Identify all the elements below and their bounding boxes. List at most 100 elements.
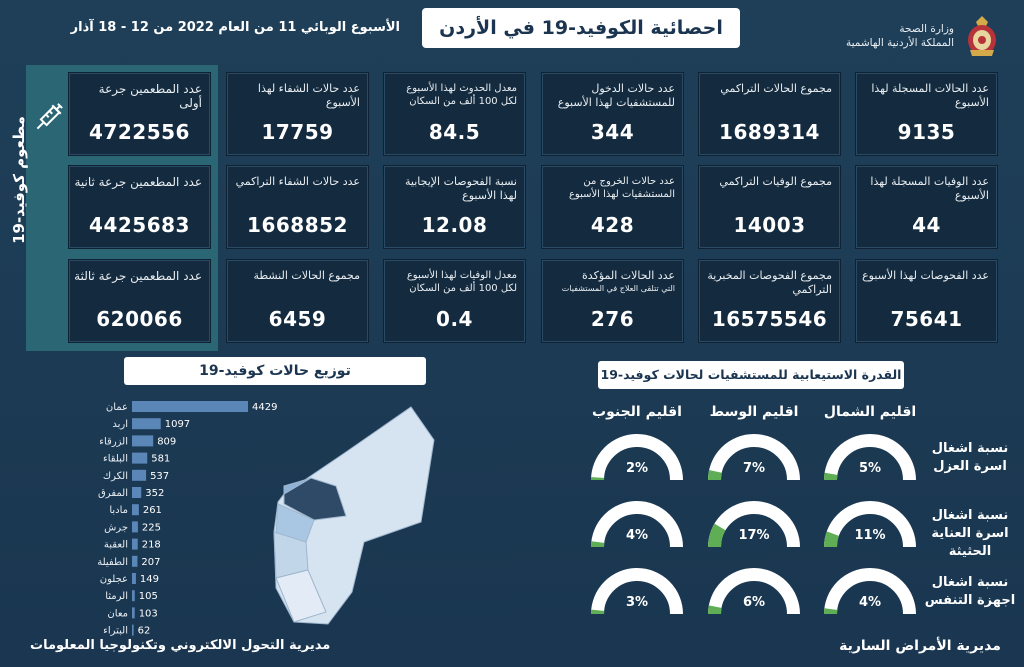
ministry-line2: المملكة الأردنية الهاشمية [845,37,954,49]
stat-value: 9135 [897,120,956,144]
stat-value: 344 [590,120,635,144]
stat-label: عدد حالات الشفاء التراكمي [235,175,360,188]
gauge [823,568,916,615]
stat-card: عدد الوفيات المسجلة لهذا الأسبوع 44 [855,165,998,249]
gauge-percent: 2% [625,461,649,476]
capacity-row-label: نسبة اشغال اسرة العزل [931,441,1009,474]
syringe-icon [36,103,63,130]
stat-card: مجموع الحالات التراكمي 1689314 [698,72,841,156]
bar-value-label: 537 [150,471,169,482]
bar-value-label: 1097 [165,419,190,430]
vaccination-value: 4425683 [89,213,190,237]
capacity-row-label: نسبة اشغال اجهزة التنفس [924,575,1016,608]
vaccination-label: عدد المطعمين جرعة ثانية [74,175,202,189]
category-label: الطفيلة [97,557,128,568]
gauge-track [591,434,683,481]
stat-value: 16575546 [711,307,828,331]
stat-card: مجموع الوفيات التراكمي 14003 [698,165,841,249]
category-label: المفرق [98,488,128,499]
gauge-track [708,434,800,481]
stat-card: معدل الوفيات لهذا الأسبوع لكل 100 ألف من… [383,259,526,343]
stat-value: 12.08 [421,213,488,237]
category-label: الزرقاء [99,436,128,447]
bar [132,435,154,447]
stat-value: 0.4 [436,307,473,331]
bar-value-label: 62 [138,626,151,637]
bar [132,469,147,481]
vaccination-card: عدد المطعمين جرعة أولى 4722556 [68,72,211,156]
gauge-percent: 7% [742,461,766,476]
stat-value: 75641 [890,307,963,331]
bar [132,555,138,567]
capacity-row-label: نسبة اشغال اسرة العناية الحثيثة [931,508,1009,559]
bar-value-label: 809 [157,436,176,447]
vaccination-value: 4722556 [89,120,190,144]
gauge-track [591,501,683,548]
gauge-track [708,568,800,615]
vaccination-card: عدد المطعمين جرعة ثانية 4425683 [68,165,211,249]
bar-value-label: 149 [140,574,159,585]
bar [132,521,138,533]
bar [132,401,248,412]
bar-value-label: 207 [141,557,160,568]
category-label: البتراء [103,626,128,637]
stat-card: نسبة الفحوصات الإيجابية لهذا الأسبوع 12.0… [383,165,526,249]
bar-value-label: 352 [145,488,164,499]
bar-value-label: 103 [139,608,158,619]
gauge-fill [708,523,726,548]
category-label: الرمثا [105,591,128,602]
gauge [590,501,683,548]
stat-card: معدل الحدوث لهذا الأسبوع لكل 100 ألف من … [383,72,526,156]
jordan-map [273,406,435,625]
gauge-percent: 6% [742,595,766,610]
stat-value: 84.5 [428,120,481,144]
bar [132,487,142,498]
stat-value: 1689314 [719,120,820,144]
stat-label: عدد حالات الخروج من المستشفيات لهذا الأس… [568,176,675,200]
stat-card: عدد حالات الشفاء التراكمي 1668852 [226,165,369,249]
gauge [708,501,800,548]
ministry-name: وزارة الصحة المملكة الأردنية الهاشمية [804,22,954,50]
capacity-title: القدرة الاستيعابية للمستشفيات لحالات كوف… [598,361,904,389]
gauge [824,434,916,481]
stat-label: عدد الحالات المسجلة لهذا الأسبوع [871,82,989,109]
stat-label: عدد الوفيات المسجلة لهذا الأسبوع [870,175,989,202]
stat-card: عدد الحالات المؤكدة التي تتلقى العلاج في … [541,259,684,343]
gauge-percent: 4% [625,528,649,543]
category-label: عجلون [100,574,128,585]
category-label: العقبة [104,540,128,551]
stat-card: عدد حالات الخروج من المستشفيات لهذا الأس… [541,165,684,249]
vaccination-label: عدد المطعمين جرعة أولى [98,82,202,110]
stat-label: مجموع الوفيات التراكمي [719,175,832,188]
category-label: اربد [112,419,128,430]
gauge-percent: 3% [625,595,649,610]
stat-label: مجموع الحالات النشطة [253,269,360,282]
stat-card: مجموع الحالات النشطة 6459 [226,259,369,343]
vaccination-value: 620066 [96,307,183,331]
ministry-emblem-icon [968,16,996,56]
bar-value-label: 261 [143,505,162,516]
bar [132,607,135,619]
stat-label: عدد حالات الشفاء لهذا الأسبوع [257,82,360,109]
week-info: الأسبوع الوبائي 11 من العام 2022 من 12 -… [70,20,400,35]
category-label: جرش [104,522,128,533]
region-name: اقليم الوسط [709,404,799,420]
gauge [591,568,683,615]
stat-label: معدل الحدوث لهذا الأسبوع لكل 100 ألف من … [406,83,517,107]
bar-value-label: 4429 [252,402,277,413]
gauge [824,501,916,548]
stat-value: 6459 [268,307,327,331]
gauge-track [824,434,916,481]
gauge [707,434,800,481]
stat-label: عدد الفحوصات لهذا الأسبوع [862,269,989,282]
gauge-fill [824,531,840,548]
stat-value: 276 [590,307,635,331]
region-name: اقليم الجنوب [592,404,682,420]
gauge [708,568,800,615]
distribution-chart: عمان 4429 اربد 1097 الزرقاء 809 البلقاء 581 الكر… [97,401,277,637]
stat-label: عدد حالات الدخول للمستشفيات لهذا الأسبوع [557,82,675,109]
stat-value: 44 [912,213,941,237]
page-title: احصائية الكوفيد-19 في الأردن [422,8,740,48]
stat-label: عدد الحالات المؤكدة [582,269,675,282]
